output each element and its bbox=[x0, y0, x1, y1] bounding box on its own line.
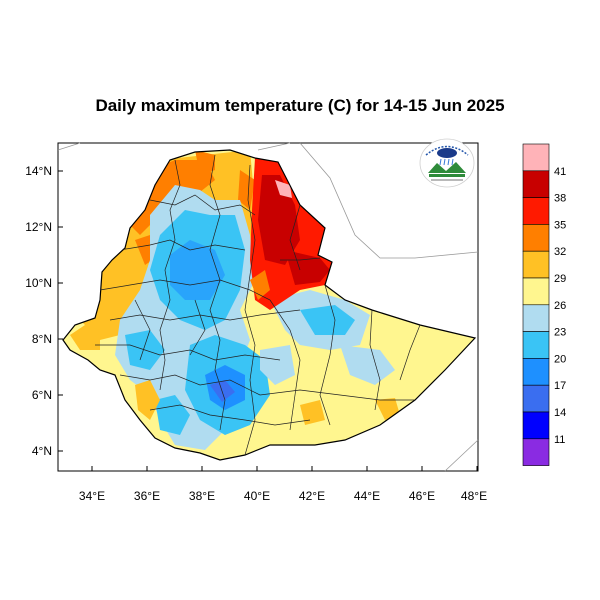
x-tick-label: 38°E bbox=[189, 489, 215, 503]
y-tick-label: 4°N bbox=[32, 444, 52, 458]
map-title: Daily maximum temperature (C) for 14-15 … bbox=[95, 96, 505, 115]
axis-ticks bbox=[58, 170, 478, 471]
colorbar-label: 20 bbox=[554, 353, 566, 365]
colorbar-swatch bbox=[522, 250, 550, 279]
colorbar-label: 17 bbox=[554, 380, 566, 392]
x-tick-label: 36°E bbox=[134, 489, 160, 503]
colorbar-swatch bbox=[522, 438, 550, 466]
x-tick-label: 34°E bbox=[79, 489, 105, 503]
neighbor-boundaries bbox=[57, 142, 479, 472]
colorbar-label: 26 bbox=[554, 300, 566, 312]
colorbar-label: 38 bbox=[554, 193, 566, 205]
colorbar: 41 38 35 32 29 26 23 20 17 14 11 bbox=[522, 143, 566, 466]
x-tick-label: 42°E bbox=[299, 489, 325, 503]
colorbar-label: 14 bbox=[554, 407, 566, 419]
y-tick-label: 10°N bbox=[25, 276, 52, 290]
colorbar-swatch bbox=[522, 411, 550, 440]
colorbar-swatch bbox=[522, 170, 550, 198]
admin-boundaries bbox=[95, 154, 421, 456]
y-tick-label: 6°N bbox=[32, 388, 52, 402]
colorbar-label: 32 bbox=[554, 246, 566, 258]
x-tick-label: 46°E bbox=[409, 489, 435, 503]
y-tick-label: 8°N bbox=[32, 332, 52, 346]
colorbar-swatch bbox=[522, 143, 550, 172]
colorbar-swatch bbox=[522, 304, 550, 332]
colorbar-swatch bbox=[522, 331, 550, 359]
y-tick-label: 12°N bbox=[25, 220, 52, 234]
meteorology-agency-logo bbox=[419, 138, 475, 188]
colorbar-swatch bbox=[522, 358, 550, 386]
colorbar-label: 11 bbox=[554, 434, 565, 446]
y-tick-label: 14°N bbox=[25, 164, 52, 178]
colorbar-swatch bbox=[522, 197, 550, 225]
colorbar-swatch bbox=[522, 224, 550, 252]
x-tick-label: 48°E bbox=[461, 489, 487, 503]
colorbar-swatch bbox=[522, 384, 550, 413]
x-tick-label: 40°E bbox=[244, 489, 270, 503]
colorbar-label: 23 bbox=[554, 327, 566, 339]
colorbar-label: 41 bbox=[554, 166, 566, 178]
x-tick-label: 44°E bbox=[354, 489, 380, 503]
colorbar-label: 35 bbox=[554, 219, 566, 231]
colorbar-swatch bbox=[522, 277, 550, 306]
colorbar-label: 29 bbox=[554, 273, 566, 285]
